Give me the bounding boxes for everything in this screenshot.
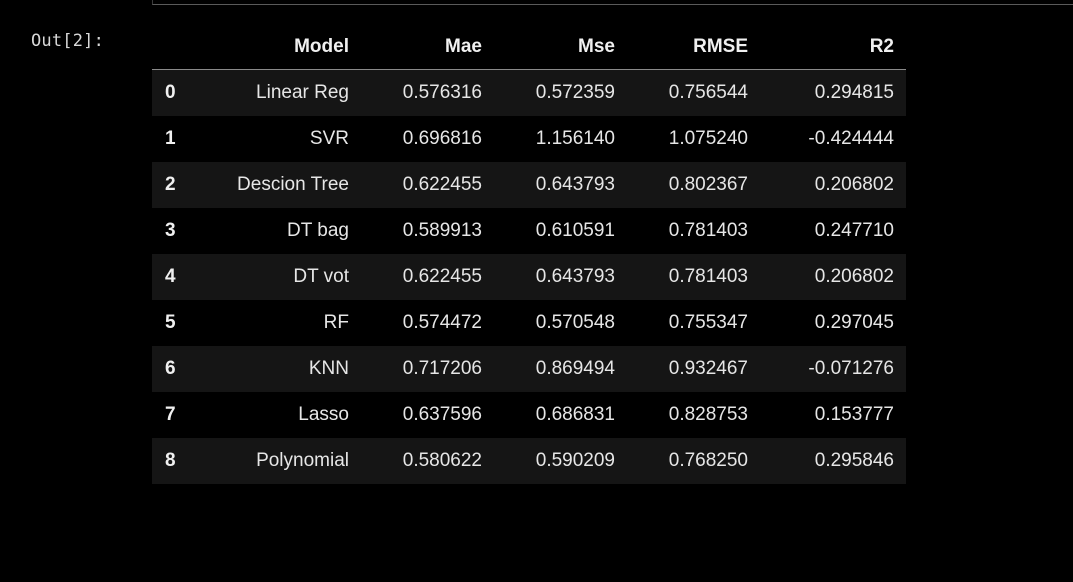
cell-mse: 0.570548: [535, 312, 615, 333]
table-row: 0 Linear Reg 0.576316 0.572359 0.756544 …: [152, 69, 906, 116]
cell-mae: 0.576316: [402, 82, 482, 103]
table-row: 2 Descion Tree 0.622455 0.643793 0.80236…: [152, 162, 906, 208]
table-header: Model Mae Mse RMSE R2: [152, 24, 906, 70]
cell-mae: 0.622455: [402, 266, 482, 287]
cell-mae: 0.580622: [402, 450, 482, 471]
cell-r2: 0.247710: [814, 220, 894, 241]
cell-model: SVR: [309, 128, 349, 149]
header-row: Model Mae Mse RMSE R2: [152, 24, 906, 70]
cell-r2: 0.295846: [814, 450, 894, 471]
cell-mse: 0.686831: [535, 404, 615, 425]
cell-mse: 0.572359: [535, 82, 615, 103]
cell-model: DT vot: [293, 266, 349, 287]
table-row: 4 DT vot 0.622455 0.643793 0.781403 0.20…: [152, 254, 906, 300]
cell-mae: 0.696816: [402, 128, 482, 149]
cell-mse: 0.643793: [535, 266, 615, 287]
cell-rmse: 0.828753: [668, 404, 748, 425]
dataframe-table: Model Mae Mse RMSE R2 0 Linear Reg 0.576…: [152, 24, 906, 484]
output-prompt: Out[2]:: [31, 31, 105, 51]
row-index: 7: [165, 404, 176, 425]
column-header-index: [152, 24, 190, 70]
cell-model: KNN: [308, 358, 349, 379]
cell-r2: 0.206802: [814, 266, 894, 287]
cell-r2: -0.424444: [808, 128, 894, 149]
cell-rmse: 0.781403: [668, 266, 748, 287]
cell-rmse: 0.768250: [668, 450, 748, 471]
table-row: 6 KNN 0.717206 0.869494 0.932467 -0.0712…: [152, 346, 906, 392]
cell-model: RF: [323, 312, 349, 333]
cell-model: Lasso: [298, 404, 349, 425]
cell-rmse: 0.802367: [668, 174, 748, 195]
cell-mse: 1.156140: [535, 128, 615, 149]
table-row: 7 Lasso 0.637596 0.686831 0.828753 0.153…: [152, 392, 906, 438]
column-header-rmse: RMSE: [615, 24, 748, 70]
cell-mse: 0.610591: [535, 220, 615, 241]
cell-r2: 0.206802: [814, 174, 894, 195]
column-header-mae: Mae: [349, 24, 482, 70]
table-body: 0 Linear Reg 0.576316 0.572359 0.756544 …: [152, 69, 906, 484]
cell-rmse: 0.781403: [668, 220, 748, 241]
row-index: 3: [165, 220, 176, 241]
column-header-mse: Mse: [482, 24, 615, 70]
cell-model: Linear Reg: [256, 82, 349, 103]
cell-rmse: 1.075240: [668, 128, 748, 149]
cell-mae: 0.717206: [402, 358, 482, 379]
cell-r2: 0.294815: [814, 82, 894, 103]
table-row: 1 SVR 0.696816 1.156140 1.075240 -0.4244…: [152, 116, 906, 162]
cell-rmse: 0.756544: [668, 82, 748, 103]
cell-r2: 0.297045: [814, 312, 894, 333]
table-row: 5 RF 0.574472 0.570548 0.755347 0.297045: [152, 300, 906, 346]
row-index: 8: [165, 450, 176, 471]
cell-model: DT bag: [287, 220, 349, 241]
row-index: 0: [165, 82, 176, 103]
cell-r2: -0.071276: [808, 358, 894, 379]
cell-rmse: 0.932467: [668, 358, 748, 379]
cell-mse: 0.869494: [535, 358, 615, 379]
cell-model: Descion Tree: [237, 174, 349, 195]
column-header-r2: R2: [748, 24, 906, 70]
cell-mae: 0.589913: [402, 220, 482, 241]
row-index: 6: [165, 358, 176, 379]
row-index: 1: [165, 128, 176, 149]
cell-mse: 0.643793: [535, 174, 615, 195]
cell-mae: 0.637596: [402, 404, 482, 425]
table-row: 8 Polynomial 0.580622 0.590209 0.768250 …: [152, 438, 906, 484]
cell-mae: 0.574472: [402, 312, 482, 333]
table-row: 3 DT bag 0.589913 0.610591 0.781403 0.24…: [152, 208, 906, 254]
column-header-model: Model: [190, 24, 349, 70]
cell-mae: 0.622455: [402, 174, 482, 195]
row-index: 2: [165, 174, 176, 195]
cell-rmse: 0.755347: [668, 312, 748, 333]
cell-r2: 0.153777: [814, 404, 894, 425]
row-index: 5: [165, 312, 176, 333]
previous-cell-border: [152, 0, 1073, 5]
cell-model: Polynomial: [256, 450, 349, 471]
row-index: 4: [165, 266, 176, 287]
cell-mse: 0.590209: [535, 450, 615, 471]
